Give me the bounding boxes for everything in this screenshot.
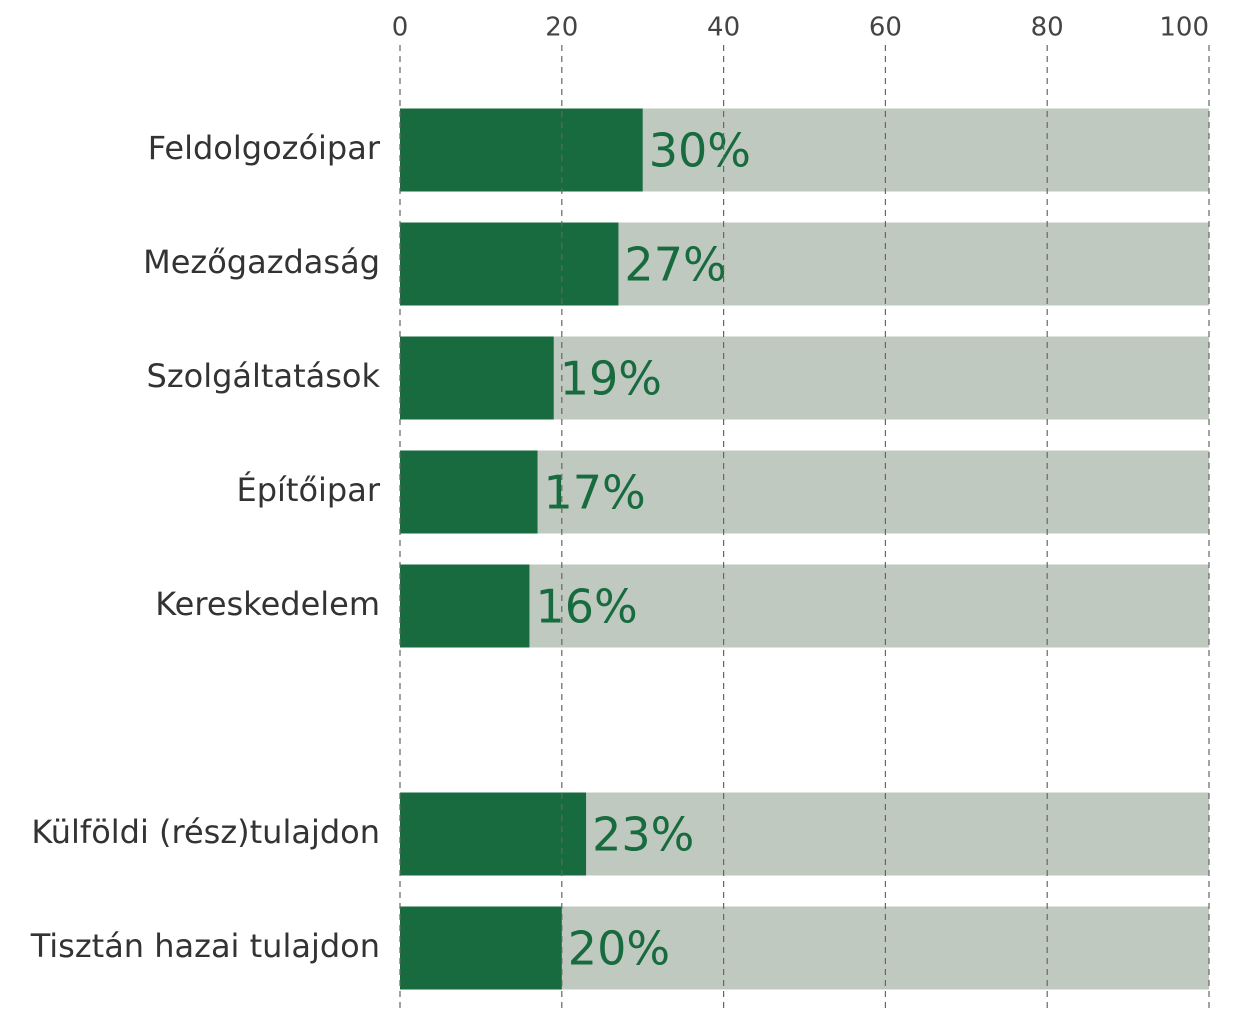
category-label: Szolgáltatások — [147, 357, 381, 395]
bar — [400, 792, 587, 876]
value-label: 27% — [624, 238, 726, 292]
x-tick-label: 40 — [707, 13, 740, 43]
bar — [400, 564, 530, 648]
value-label: 20% — [568, 922, 670, 976]
value-label: 16% — [535, 580, 637, 634]
x-tick-label: 80 — [1031, 13, 1064, 43]
bar-track — [400, 564, 1209, 648]
value-label: 30% — [649, 124, 751, 178]
category-label: Feldolgozóipar — [148, 129, 381, 167]
x-tick-label: 0 — [392, 13, 409, 43]
bar — [400, 906, 562, 990]
x-tick-label: 20 — [545, 13, 578, 43]
bar — [400, 450, 538, 534]
bar — [400, 336, 554, 420]
value-label: 23% — [592, 808, 694, 862]
x-tick-label: 60 — [869, 13, 902, 43]
bar — [400, 222, 619, 306]
value-label: 19% — [560, 352, 662, 406]
category-label: Kereskedelem — [155, 585, 380, 623]
category-label: Tisztán hazai tulajdon — [30, 927, 380, 965]
category-label: Építőipar — [236, 471, 380, 509]
bar — [400, 108, 643, 192]
category-label: Mezőgazdaság — [143, 243, 380, 281]
value-label: 17% — [544, 466, 646, 520]
x-tick-label: 100 — [1159, 13, 1209, 43]
category-label: Külföldi (rész)tulajdon — [31, 813, 380, 851]
